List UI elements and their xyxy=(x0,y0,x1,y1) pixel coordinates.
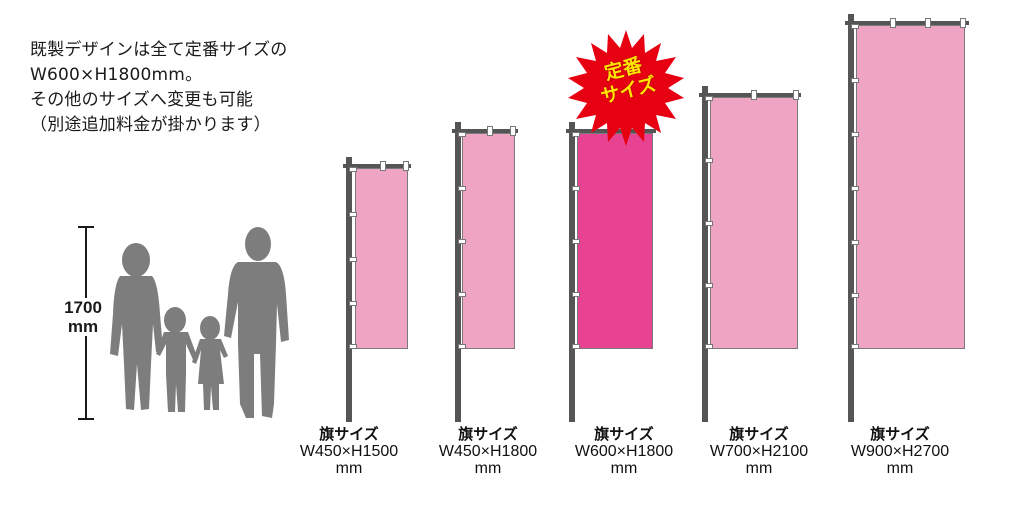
flag-ring xyxy=(403,161,409,171)
flag-cloth xyxy=(355,168,408,349)
flag-ring xyxy=(458,344,466,349)
flag-crossbar xyxy=(452,129,518,133)
flag-ring xyxy=(705,221,713,226)
starburst-badge-icon xyxy=(568,30,684,146)
flag-unit: mm xyxy=(335,460,363,477)
flag-size: W450×H1800 xyxy=(438,443,538,460)
flag-crossbar xyxy=(343,164,411,168)
flag-ring xyxy=(572,344,580,349)
flag-size: W450×H1500 xyxy=(299,443,399,460)
flag-size: W700×H2100 xyxy=(709,443,809,460)
flag-ring xyxy=(851,240,859,245)
flag-ring xyxy=(349,212,357,217)
flag-ring xyxy=(572,239,580,244)
flag-ring xyxy=(349,301,357,306)
flag-size: W600×H1800 xyxy=(574,443,674,460)
flag-ring xyxy=(890,18,896,28)
intro-line-2: W600×H1800mm。 xyxy=(30,65,203,85)
intro-line-1: 既製デザインは全て定番サイズの xyxy=(30,40,288,60)
flag-cloth xyxy=(710,97,798,349)
flag-unit: mm xyxy=(745,460,773,477)
flag-cloth xyxy=(462,133,515,349)
flag-ring xyxy=(851,132,859,137)
intro-line-4: （別途追加料金が掛かります） xyxy=(30,115,271,135)
flag-ring xyxy=(751,90,757,100)
flag-pole xyxy=(455,122,461,422)
flag-2-caption: 旗サイズ W450×H1800 mm xyxy=(423,426,553,477)
flag-ring xyxy=(458,239,466,244)
scale-value: 1700 xyxy=(64,298,102,317)
flag-pole xyxy=(346,157,352,422)
flag-crossbar xyxy=(699,93,801,97)
flag-ring xyxy=(572,292,580,297)
flag-unit: mm xyxy=(610,460,638,477)
flag-ring xyxy=(851,293,859,298)
flag-cloth xyxy=(856,25,965,349)
flag-3-caption: 旗サイズ W600×H1800 mm xyxy=(559,426,689,477)
flag-ring xyxy=(851,344,859,349)
flag-label: 旗サイズ xyxy=(594,426,654,443)
flag-ring xyxy=(487,126,493,136)
flag-ring xyxy=(458,132,466,137)
flag-label: 旗サイズ xyxy=(870,426,930,443)
flag-ring xyxy=(349,344,357,349)
flag-ring xyxy=(572,186,580,191)
flag-ring xyxy=(458,186,466,191)
scale-unit: mm xyxy=(67,317,99,336)
flag-1-caption: 旗サイズ W450×H1500 mm xyxy=(284,426,414,477)
flag-ring xyxy=(572,132,580,137)
flag-label: 旗サイズ xyxy=(319,426,379,443)
intro-text: 既製デザインは全て定番サイズの W600×H1800mm。 その他のサイズへ変更… xyxy=(30,38,288,138)
flag-4-caption: 旗サイズ W700×H2100 mm xyxy=(694,426,824,477)
flag-ring xyxy=(510,126,516,136)
flag-label: 旗サイズ xyxy=(729,426,789,443)
flag-size: W900×H2700 xyxy=(850,443,950,460)
flag-ring xyxy=(705,96,713,101)
flag-ring xyxy=(380,161,386,171)
flag-ring xyxy=(960,18,966,28)
scale-label: 1700 mm xyxy=(56,298,110,336)
flag-ring xyxy=(925,18,931,28)
flag-pole xyxy=(702,86,708,422)
flag-ring xyxy=(851,24,859,29)
intro-line-3: その他のサイズへ変更も可能 xyxy=(30,90,254,110)
flag-ring xyxy=(349,257,357,262)
flag-unit: mm xyxy=(474,460,502,477)
flag-ring xyxy=(349,167,357,172)
flag-ring xyxy=(705,158,713,163)
flag-ring xyxy=(705,344,713,349)
flag-crossbar xyxy=(845,21,969,25)
flag-unit: mm xyxy=(886,460,914,477)
flag-cloth xyxy=(577,133,653,349)
flag-pole xyxy=(848,14,854,422)
flag-pole xyxy=(569,122,575,422)
scale-tick-bottom xyxy=(78,418,94,420)
flag-label: 旗サイズ xyxy=(458,426,518,443)
flag-ring xyxy=(851,186,859,191)
flag-ring xyxy=(458,292,466,297)
flag-ring xyxy=(851,78,859,83)
family-silhouette-icon xyxy=(110,227,289,418)
flag-ring xyxy=(793,90,799,100)
flag-ring xyxy=(705,283,713,288)
flag-5-caption: 旗サイズ W900×H2700 mm xyxy=(835,426,965,477)
